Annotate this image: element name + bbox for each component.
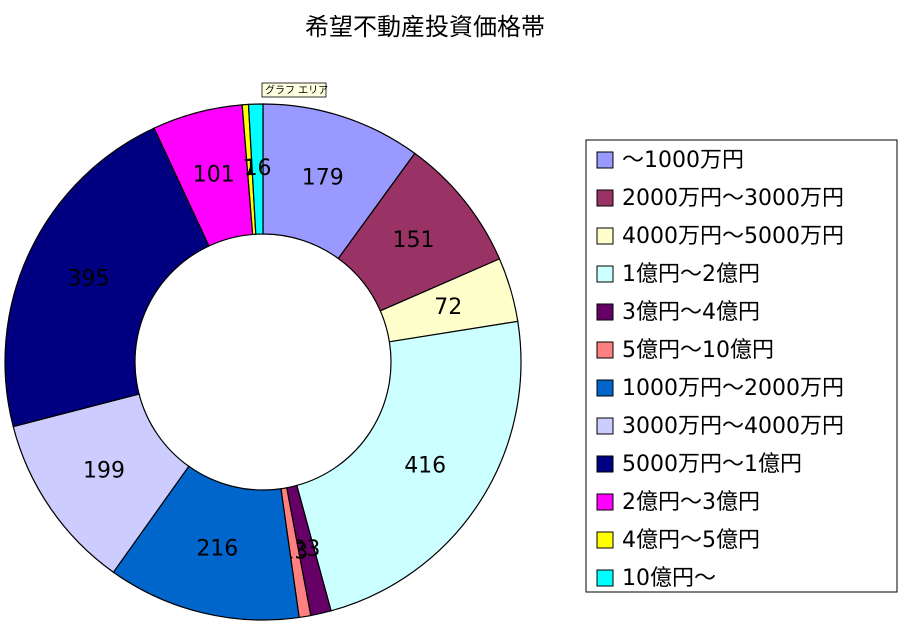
legend-label: 3000万円～4000万円 <box>622 414 844 439</box>
legend-swatch <box>596 531 614 549</box>
data-label: 16 <box>244 156 272 181</box>
data-label: 216 <box>196 537 238 562</box>
legend-swatch <box>596 417 614 435</box>
legend-label: 3億円～4億円 <box>622 300 760 325</box>
data-label: 151 <box>393 228 435 253</box>
legend-label: 4000万円～5000万円 <box>622 224 844 249</box>
legend-swatch <box>596 265 614 283</box>
legend-swatch <box>596 493 614 511</box>
data-label: 72 <box>434 295 462 320</box>
legend-swatch <box>596 455 614 473</box>
legend-swatch <box>596 151 614 169</box>
legend-label: 5億円～10億円 <box>622 338 774 363</box>
data-label: 101 <box>193 162 235 187</box>
legend-swatch <box>596 189 614 207</box>
legend-label: ～1000万円 <box>622 148 744 173</box>
data-label: 199 <box>83 458 125 483</box>
slice <box>4 127 210 428</box>
legend-swatch <box>596 569 614 587</box>
legend-label: 5000万円～1億円 <box>622 452 802 477</box>
slice <box>296 320 522 612</box>
data-label: 179 <box>302 165 344 190</box>
chart-title: 希望不動産投資価格帯 <box>305 13 545 41</box>
legend-swatch <box>596 379 614 397</box>
legend-label: 10億円～ <box>622 566 716 591</box>
legend-swatch <box>596 341 614 359</box>
legend-box <box>585 139 898 593</box>
legend-label: 4億円～5億円 <box>622 528 760 553</box>
legend-label: 2000万円～3000万円 <box>622 186 844 211</box>
slice <box>247 103 264 235</box>
legend-swatch <box>596 303 614 321</box>
data-label: 395 <box>67 267 109 292</box>
tooltip-box <box>261 82 327 98</box>
legend-label: 1億円～2億円 <box>622 262 760 287</box>
legend-label: 2億円～3億円 <box>622 490 760 515</box>
data-label: 416 <box>404 454 446 479</box>
legend-label: 1000万円～2000万円 <box>622 376 844 401</box>
legend-swatch <box>596 227 614 245</box>
legend: ～1000万円 2000万円～3000万円 4000万円～5000万円 1億円～2億円… <box>596 148 844 591</box>
tooltip: グラフ エリア <box>265 84 328 97</box>
